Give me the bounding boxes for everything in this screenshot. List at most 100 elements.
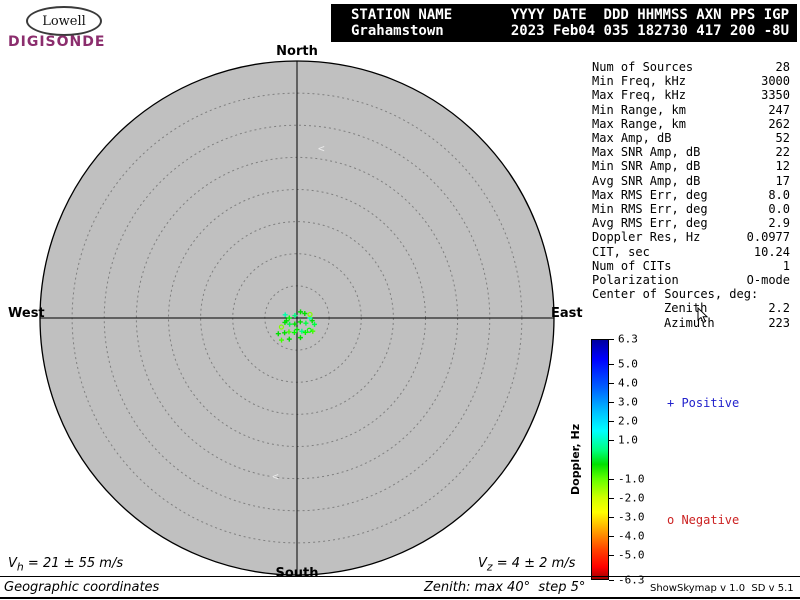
stat-row: Min RMS Err, deg 0.0 [592,202,790,216]
stat-value: 262 [768,116,790,131]
source-point-positive [286,329,292,335]
colorbar-tick-label: -5.0 [618,548,645,562]
source-point-positive [286,315,292,321]
source-point-positive [303,320,309,326]
source-point-positive [282,330,288,336]
source-point-positive [297,319,303,325]
stat-row: Max RMS Err, deg 8.0 [592,188,790,202]
bottom-border-line [0,597,800,599]
colorbar-tick [609,497,614,499]
header-bar: STATION NAME YYYY DATE DDD HHMMSS AXN PP… [331,4,797,42]
stat-row: Zenith 2.2 [592,301,790,315]
colorbar-tick [609,536,614,537]
stat-value: O-mode [746,273,790,288]
stat-label: Doppler Res, Hz [592,230,701,245]
zenith-range-note: Zenith: max 40° step 5° [424,580,586,595]
colorbar-tick [609,440,614,442]
source-point-positive [302,311,308,317]
vz-symbol: V [478,556,487,571]
stat-label: Min RMS Err, deg [592,202,708,217]
vh-value: = 21 ± 55 m/s [23,556,124,571]
colorbar-tick [609,402,614,404]
source-point-positive [294,327,300,333]
stat-row: Max Range, km 262 [592,117,790,131]
colorbar-tick [609,478,614,480]
source-point-positive [309,318,315,324]
colorbar-tick-label: 1.0 [618,433,638,447]
plot-mark: < [318,142,325,155]
source-point-positive [298,309,304,315]
vz-annotation: Vz = 4 ± 2 m/s [478,556,575,574]
stat-value: 17 [775,173,790,188]
colorbar-tick-label: 6.3 [618,332,638,346]
vh-annotation: Vh = 21 ± 55 m/s [8,556,123,574]
stat-value: 2.2 [768,301,790,316]
header-columns-values: 2023 Feb04 035 182730 417 200 -8U [510,23,789,39]
vz-value: = 4 ± 2 m/s [492,556,576,571]
header-station-name: Grahamstown [351,23,444,39]
stat-label: Max Range, km [592,116,686,131]
colorbar-tick [609,580,614,581]
stat-value: 1 [782,258,790,273]
stat-row: Min Range, km 247 [592,103,790,117]
stat-label: Num of CITs [592,258,672,273]
stat-value: 52 [775,131,790,146]
stat-label: Max SNR Amp, dB [592,145,701,160]
header-row-titles: STATION NAME YYYY DATE DDD HHMMSS AXN PP… [351,7,789,23]
stat-label: Avg RMS Err, deg [592,216,708,231]
colorbar-tick [609,382,614,384]
colorbar-tick [609,555,614,557]
colorbar-tick [609,363,614,365]
stat-label: Num of Sources [592,60,694,74]
stats-panel: Num of Sources 28 Min Freq, kHz 3000 Max Fre… [592,60,790,330]
stat-row: Max Freq, kHz 3350 [592,88,790,102]
stat-row: Azimuth 223 [592,316,790,330]
source-point-positive [283,318,289,324]
header-row-values: Grahamstown 2023 Feb04 035 182730 417 20… [351,23,789,39]
source-point-negative [278,324,285,330]
source-point-positive [275,331,281,337]
stat-label: Min Freq, kHz [592,74,686,89]
colorbar-tick-label: -2.0 [618,491,645,505]
colorbar-tick [609,339,614,340]
stat-label: Center of Sources, deg: [592,287,759,302]
source-point-positive [302,329,308,335]
header-columns-title: YYYY DATE DDD HHMMSS AXN PPS IGP [510,7,789,23]
source-point-positive [297,335,303,341]
stat-value: 10.24 [753,244,790,259]
source-point-positive [299,328,305,334]
stat-label: Max Amp, dB [592,131,672,146]
colorbar-tick-label: 4.0 [618,376,638,390]
lowell-logo: Lowell [26,6,102,36]
stat-label: Min Range, km [592,102,686,117]
vh-subscript: h [16,560,24,574]
stat-value: 3350 [761,88,790,103]
stat-value: 12 [775,159,790,174]
stat-value: 3000 [761,74,790,89]
compass-west-label: West [8,306,45,321]
legend-negative: o Negative [667,513,740,527]
colorbar-tick-label: -1.0 [618,472,645,486]
stat-value: 0.0977 [746,230,790,245]
stat-label: Max RMS Err, deg [592,187,708,202]
colorbar-tick [609,421,614,423]
lowell-logo-label: Lowell [42,13,86,29]
stat-value: 2.9 [768,216,790,231]
stat-row: Min SNR Amp, dB 12 [592,159,790,173]
colorbar-gradient [591,339,609,580]
stat-label: CIT, sec [592,244,650,259]
mouse-cursor-icon [697,307,709,324]
stat-value: 22 [775,145,790,160]
stat-label: Polarization [592,273,679,288]
coordinates-note: Geographic coordinates [4,580,160,595]
source-point-positive [312,321,318,327]
stat-label: Zenith [664,301,708,316]
stat-value: 28 [775,60,790,74]
colorbar-ticks: 6.3 5.0 4.0 3.0 2.0 1.0 -1.0 -2.0 -3.0 -4.0 -5.0 -6… [609,333,653,587]
stat-row: Avg RMS Err, deg 2.9 [592,216,790,230]
source-point-positive [282,312,288,318]
source-point-negative [306,327,312,333]
stat-row: Max Amp, dB 52 [592,131,790,145]
stat-row: Num of Sources 28 [592,60,790,74]
compass-north-label: North [276,44,318,59]
